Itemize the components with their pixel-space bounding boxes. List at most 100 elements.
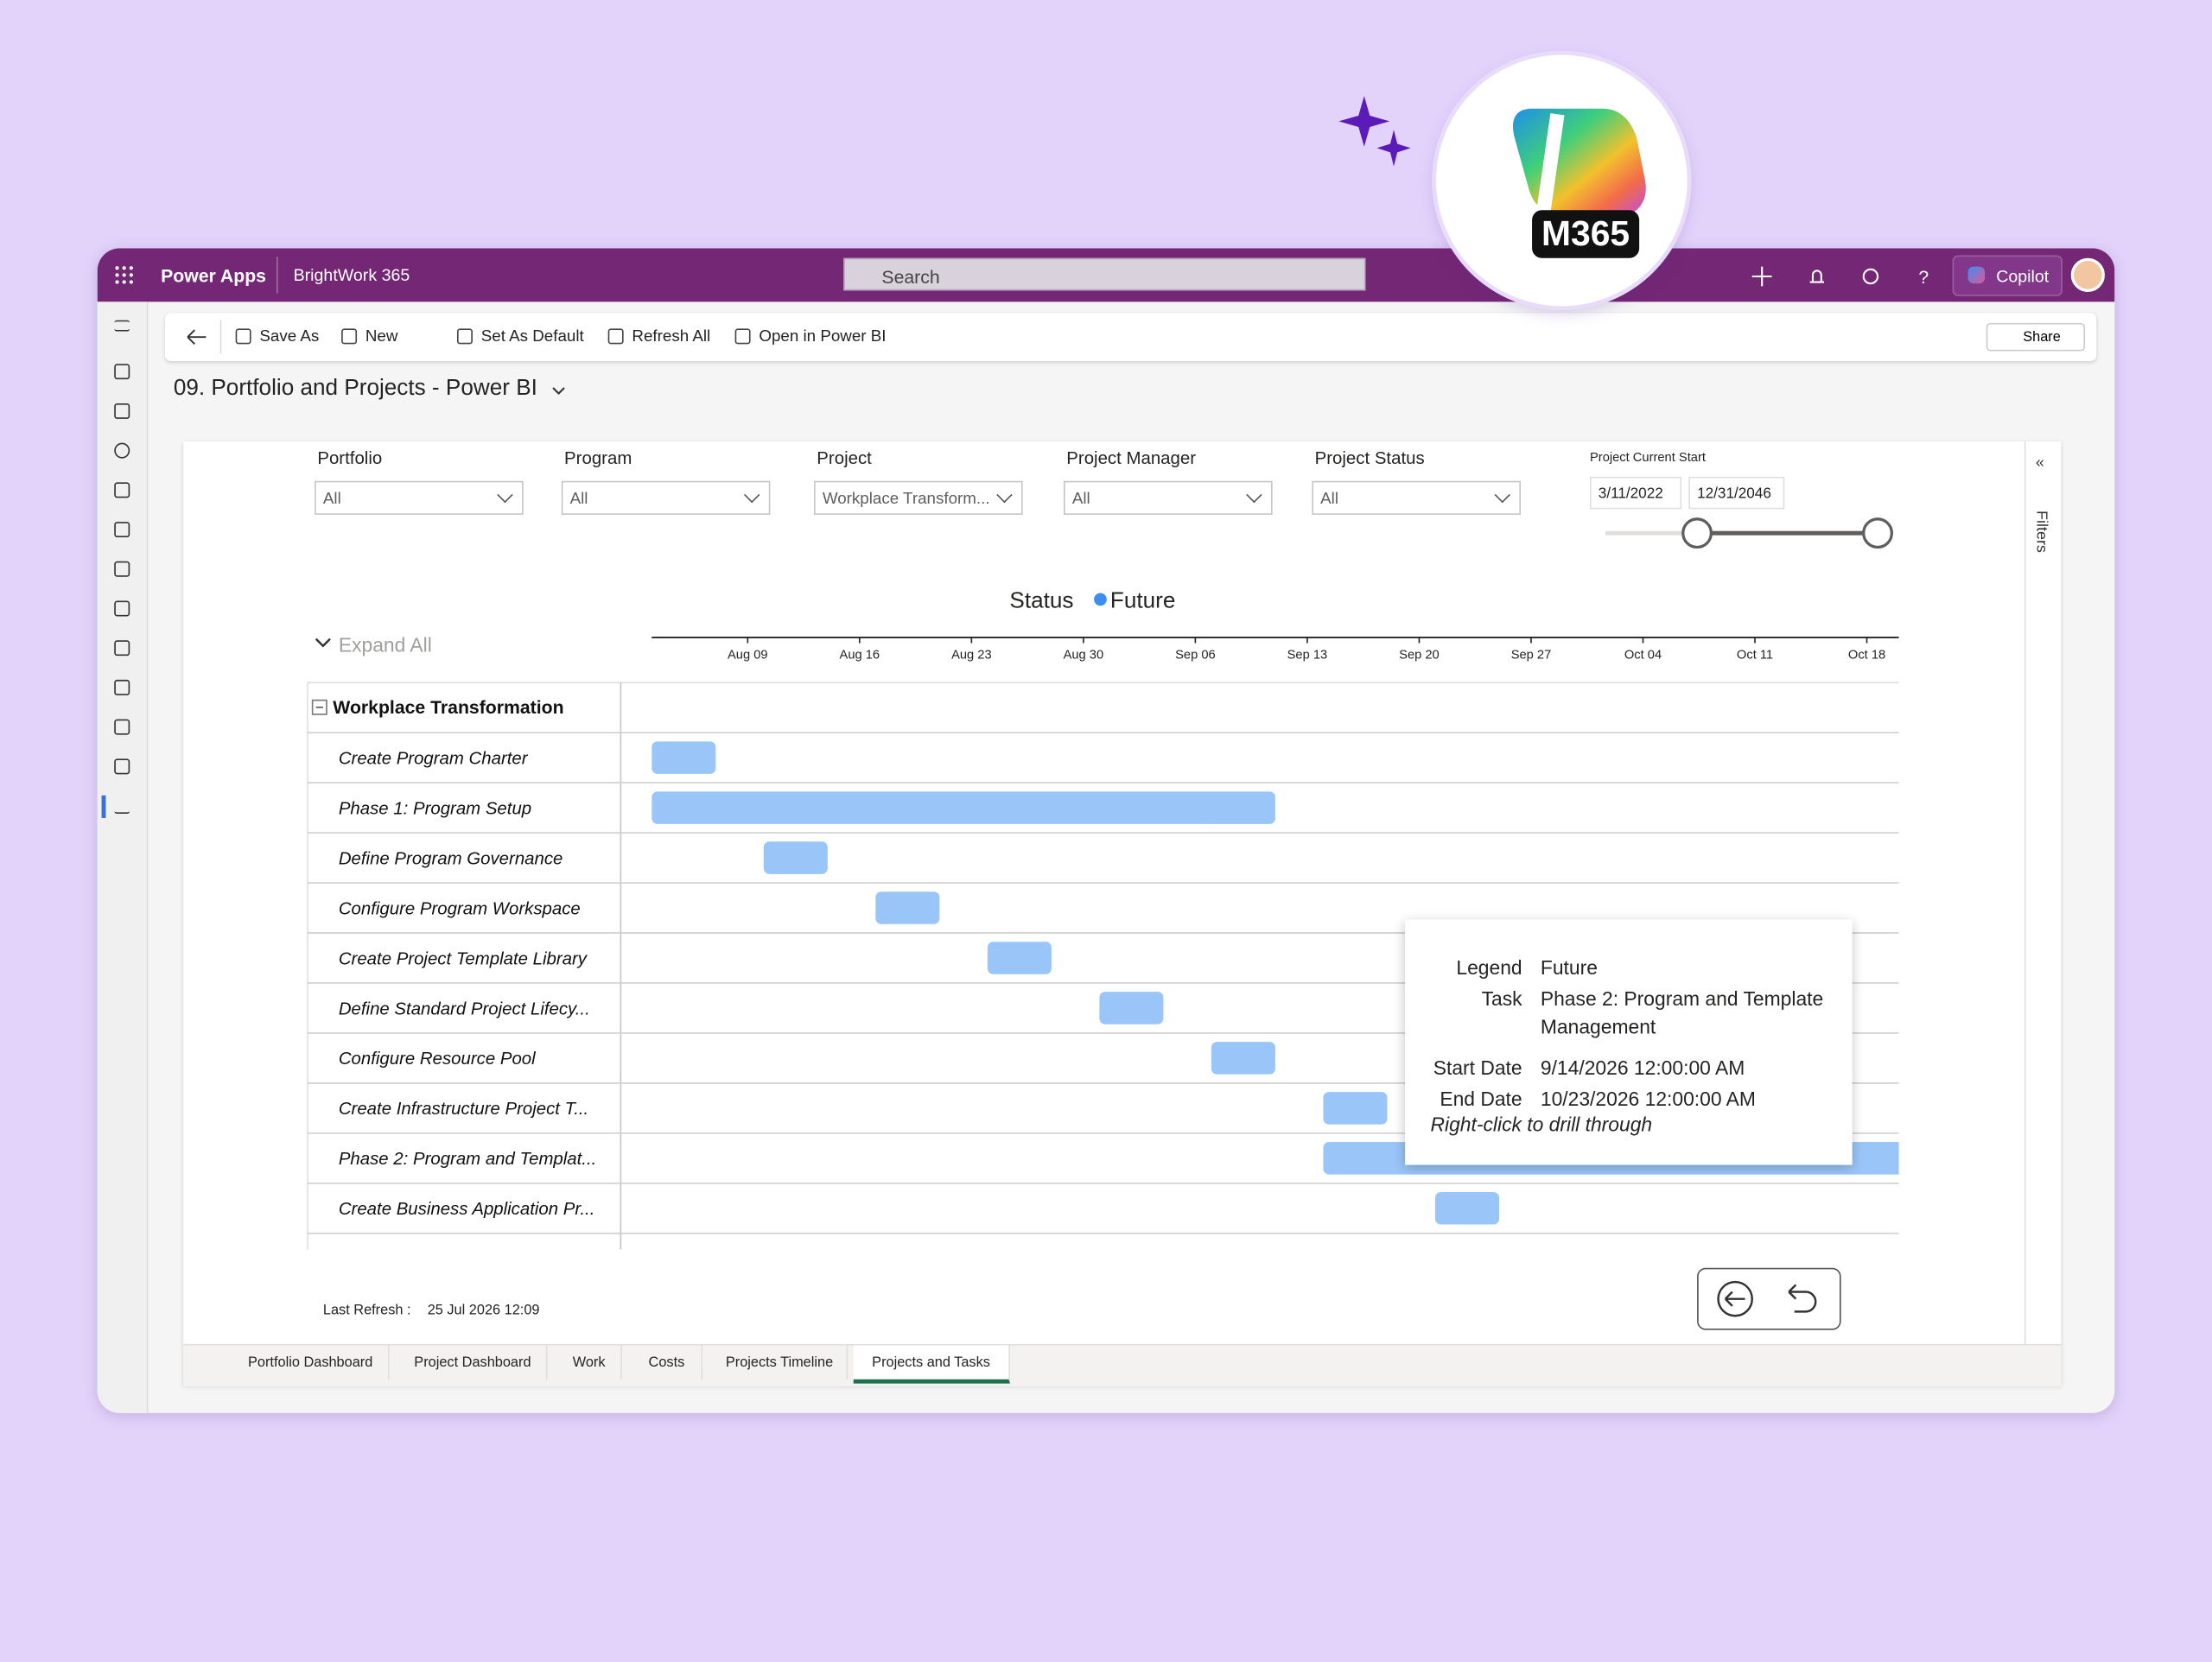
task-label: Configure Resource Pool — [339, 1050, 536, 1069]
share-label: Share — [2023, 330, 2061, 346]
filters-pane[interactable]: Filters — [2032, 511, 2050, 553]
task-bar — [1323, 1092, 1388, 1125]
filter-label: Project Status — [1314, 448, 1425, 469]
toolbar-icon — [341, 328, 358, 345]
tooltip-key: Legend — [1456, 955, 1522, 980]
tooltip-hint: Right-click to drill through — [1430, 1113, 1653, 1136]
task-label: Create Business Application Pr... — [339, 1200, 595, 1219]
date-filter-label: Project Current Start — [1589, 449, 1706, 465]
x-tick-label: Aug 16 — [840, 648, 880, 662]
tab[interactable]: Portfolio Dashboard — [232, 1345, 390, 1380]
task-label: Create Project Template Library — [339, 949, 588, 968]
filter-label: Portfolio — [317, 448, 383, 469]
task-bar — [652, 791, 1275, 824]
toolbar-button[interactable]: Save As — [259, 328, 320, 346]
share-button[interactable]: Share — [1986, 322, 2086, 352]
tooltip-key: Start Date — [1433, 1056, 1522, 1079]
task-label: Define Program Governance — [339, 849, 563, 868]
task-bar — [652, 741, 716, 774]
task-label: Phase 2: Program and Templat... — [339, 1150, 596, 1169]
legend-item: Future — [1110, 587, 1175, 613]
x-tick-label: Oct 04 — [1624, 648, 1662, 662]
tooltip-key: Task — [1481, 986, 1522, 1010]
last-refresh-value: 25 Jul 2026 12:09 — [427, 1303, 540, 1319]
toolbar-button[interactable]: Refresh All — [632, 328, 711, 346]
legend-marker — [1094, 593, 1107, 606]
tab[interactable]: Work — [557, 1345, 622, 1380]
header: Power Apps BrightWork 365 Search ? Copil… — [97, 248, 2115, 302]
toolbar-button[interactable]: Set As Default — [480, 328, 584, 346]
gantt-chart: Status Future Expand All Aug 09 Aug 16 Aug 23… — [307, 587, 1899, 1250]
legend-title: Status — [1009, 587, 1073, 613]
tooltip-value: 9/14/2026 12:00:00 AM — [1540, 1056, 1745, 1079]
x-tick-label: Aug 30 — [1064, 648, 1104, 662]
tab[interactable]: Projects Timeline — [712, 1345, 849, 1380]
tooltip-key: End Date — [1440, 1087, 1522, 1110]
task-bar — [1099, 992, 1164, 1024]
report-canvas — [183, 441, 2062, 1386]
filter-dropdown[interactable]: All — [561, 480, 771, 515]
header-icons: ? — [1751, 266, 1929, 288]
task-label: Define Standard Project Lifecy... — [339, 999, 590, 1018]
tooltip: Right-click to drill through Legend Futur… — [1405, 919, 1853, 1165]
back[interactable] — [183, 325, 212, 350]
date-end[interactable]: 12/31/2046 — [1688, 476, 1785, 510]
x-tick-label: Sep 13 — [1287, 648, 1328, 662]
task-label: Create Infrastructure Project T... — [339, 1100, 588, 1119]
left-nav: PA — [97, 301, 149, 1413]
toolbar-icon — [607, 328, 624, 345]
toolbar-icon — [734, 328, 751, 345]
toolbar-button[interactable]: Open in Power BI — [759, 328, 887, 346]
toolbar — [165, 313, 2097, 361]
expand-all: Expand All — [339, 633, 432, 656]
filter-label: Program — [564, 448, 632, 469]
x-tick-label: Sep 06 — [1175, 648, 1216, 662]
filter-label: Project Manager — [1066, 448, 1197, 469]
date-slider[interactable] — [1594, 513, 1911, 553]
waffle[interactable] — [114, 265, 134, 285]
copilot-badge: M365 — [1436, 54, 1688, 307]
badge-label: M365 — [1532, 210, 1640, 258]
x-tick-label: Oct 18 — [1848, 648, 1885, 662]
tooltip-value: Future — [1540, 955, 1598, 980]
last-refresh-label: Last Refresh : — [322, 1303, 411, 1319]
filter-label: Project — [817, 448, 872, 469]
environment: BrightWork 365 — [293, 264, 410, 285]
tab[interactable]: Costs — [632, 1345, 703, 1380]
expand-chevron — [315, 638, 331, 648]
copilot-button[interactable]: Copilot — [1952, 255, 2063, 296]
x-tick-label: Oct 11 — [1737, 648, 1773, 662]
tab[interactable]: Project Dashboard — [399, 1345, 548, 1380]
tab-active[interactable]: Projects and Tasks — [853, 1345, 1010, 1384]
date-start[interactable]: 3/11/2022 — [1589, 476, 1682, 510]
task-bar — [763, 841, 828, 874]
task-bar — [987, 942, 1052, 974]
tab-bar — [183, 1343, 2062, 1386]
search-box[interactable]: Search — [843, 257, 1366, 291]
sparkles — [1338, 96, 1411, 167]
copilot-label: Copilot — [1996, 266, 2050, 287]
filter-dropdown[interactable]: All — [1312, 480, 1521, 515]
filter-dropdown[interactable]: Workplace Transform... — [814, 480, 1023, 515]
copilot-logo — [1513, 108, 1646, 216]
nav-buttons — [1697, 1267, 1841, 1330]
tooltip-value: 10/23/2026 12:00:00 AM — [1540, 1087, 1756, 1110]
task-label: Configure Program Workspace — [339, 899, 581, 918]
task-bar — [1434, 1191, 1499, 1225]
avatar[interactable] — [2070, 257, 2105, 292]
group-label: Workplace Transformation — [333, 698, 563, 718]
task-bar — [1211, 1042, 1275, 1075]
filter-dropdown[interactable]: All — [315, 480, 524, 515]
x-tick-label: Sep 20 — [1399, 648, 1440, 662]
x-tick-label: Sep 27 — [1511, 648, 1552, 662]
toolbar-button[interactable]: New — [365, 328, 398, 346]
toolbar-icon — [235, 328, 251, 345]
title-chevron[interactable] — [550, 384, 568, 397]
task-label: Phase 1: Program Setup — [339, 799, 531, 818]
task-bar — [875, 891, 940, 924]
page-title: 09. Portfolio and Projects - Power BI — [173, 376, 537, 401]
nav-icons[interactable] — [1699, 1269, 1840, 1329]
filter-dropdown[interactable]: All — [1064, 480, 1273, 515]
x-tick-label: Aug 23 — [951, 648, 992, 662]
svg-text:?: ? — [1918, 268, 1929, 288]
